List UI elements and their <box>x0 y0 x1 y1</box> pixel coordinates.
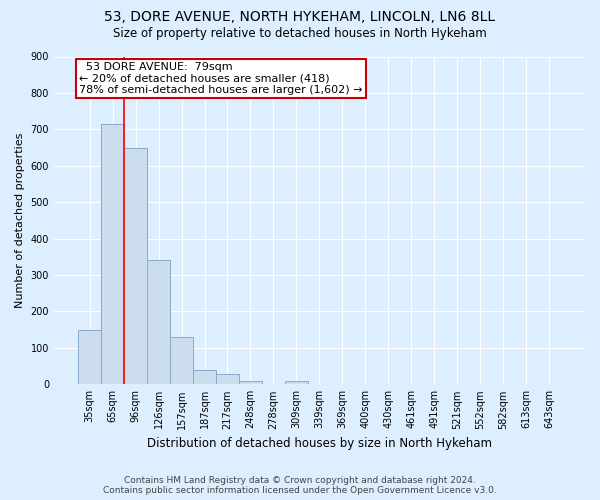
Bar <box>285 382 308 384</box>
Text: 53, DORE AVENUE, NORTH HYKEHAM, LINCOLN, LN6 8LL: 53, DORE AVENUE, NORTH HYKEHAM, LINCOLN,… <box>104 10 496 24</box>
Bar <box>170 337 193 384</box>
Y-axis label: Number of detached properties: Number of detached properties <box>15 132 25 308</box>
Bar <box>216 374 239 384</box>
Text: Contains HM Land Registry data © Crown copyright and database right 2024.
Contai: Contains HM Land Registry data © Crown c… <box>103 476 497 495</box>
Bar <box>101 124 124 384</box>
Bar <box>78 330 101 384</box>
Bar <box>239 380 262 384</box>
Bar <box>147 260 170 384</box>
X-axis label: Distribution of detached houses by size in North Hykeham: Distribution of detached houses by size … <box>147 437 492 450</box>
Text: 53 DORE AVENUE:  79sqm
← 20% of detached houses are smaller (418)
78% of semi-de: 53 DORE AVENUE: 79sqm ← 20% of detached … <box>79 62 363 95</box>
Bar <box>124 148 147 384</box>
Bar <box>193 370 216 384</box>
Text: Size of property relative to detached houses in North Hykeham: Size of property relative to detached ho… <box>113 28 487 40</box>
